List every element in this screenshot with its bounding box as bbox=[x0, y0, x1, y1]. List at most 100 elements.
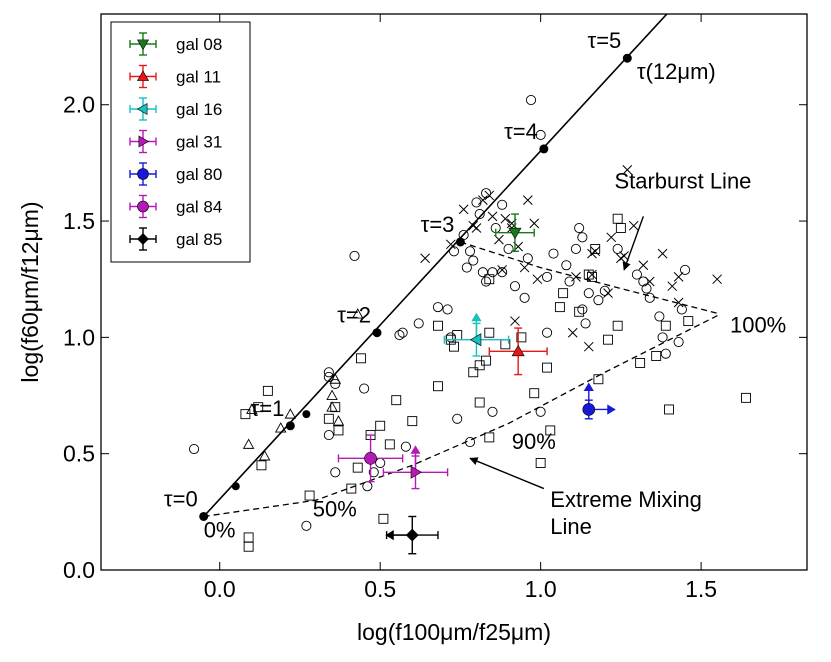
tau-dot bbox=[622, 53, 632, 63]
tau-dot bbox=[372, 328, 382, 338]
sample-cross bbox=[606, 232, 617, 243]
sample-square bbox=[256, 460, 267, 471]
galaxy-gal-84 bbox=[337, 434, 404, 483]
sample-square bbox=[603, 334, 613, 345]
callout-arrow-mixing bbox=[469, 457, 545, 490]
sample-square bbox=[660, 320, 671, 331]
legend-label: gal 16 bbox=[176, 100, 222, 119]
sample-square bbox=[612, 320, 623, 331]
legend-marker bbox=[137, 233, 149, 245]
y-tick-label: 0.0 bbox=[63, 557, 95, 583]
sample-triangle bbox=[284, 408, 297, 419]
sample-cross bbox=[712, 274, 722, 285]
sample-circle bbox=[442, 304, 453, 315]
sample-square bbox=[664, 404, 674, 415]
sample-triangle bbox=[326, 389, 338, 400]
sample-circle bbox=[519, 292, 530, 303]
sample-circle bbox=[468, 255, 479, 266]
sample-square bbox=[635, 358, 646, 368]
sample-circle bbox=[481, 276, 492, 287]
callout-text-mixing: Line bbox=[550, 514, 592, 539]
sample-circle bbox=[189, 443, 200, 455]
y-axis-title: log(f60μm/f12μm) bbox=[17, 201, 43, 382]
sample-cross bbox=[478, 195, 488, 205]
y-tick-label: 1.0 bbox=[63, 324, 95, 350]
sample-circle bbox=[542, 327, 553, 338]
galaxy-gal-08 bbox=[495, 213, 535, 252]
sample-circle bbox=[599, 285, 610, 296]
sample-cross bbox=[603, 288, 613, 299]
sample-square bbox=[352, 462, 363, 473]
legend-marker bbox=[137, 168, 149, 180]
sample-circle bbox=[461, 262, 472, 273]
sample-cross bbox=[673, 272, 684, 282]
sample-circle bbox=[577, 304, 588, 315]
sample-circle bbox=[561, 260, 572, 271]
sample-square bbox=[355, 353, 366, 364]
x-tick-label: 1.0 bbox=[525, 576, 557, 602]
sample-square bbox=[612, 213, 623, 224]
sample-square bbox=[529, 388, 540, 399]
sample-circle bbox=[330, 467, 341, 478]
legend-marker bbox=[136, 39, 150, 51]
sample-circle bbox=[660, 348, 671, 359]
galaxy-marker bbox=[469, 333, 482, 347]
sample-square bbox=[262, 385, 273, 396]
sample-square bbox=[484, 327, 495, 338]
sample-triangle bbox=[242, 438, 255, 449]
sample-circle bbox=[580, 318, 591, 329]
sample-cross bbox=[445, 239, 456, 250]
legend-label: gal 31 bbox=[176, 133, 222, 152]
sample-cross bbox=[616, 253, 626, 264]
sample-triangle bbox=[258, 450, 271, 461]
tau-dot bbox=[455, 237, 465, 247]
sample-square bbox=[583, 269, 594, 280]
legend: gal 08 gal 11 gal 16 gal 31 gal 80 gal 84 gal … bbox=[110, 21, 251, 263]
sample-square bbox=[593, 374, 604, 385]
sample-square bbox=[484, 274, 495, 285]
sample-circle bbox=[400, 441, 411, 452]
limit-arrowhead-right bbox=[607, 404, 616, 415]
galaxy-marker bbox=[508, 227, 522, 240]
legend-label: gal 84 bbox=[176, 198, 222, 217]
galaxy-marker bbox=[511, 344, 525, 357]
tau-dot bbox=[285, 421, 295, 431]
sample-circle bbox=[612, 243, 623, 255]
callout-text-mixing: Extreme Mixing bbox=[550, 487, 702, 512]
sample-circle bbox=[432, 302, 444, 313]
sample-circle bbox=[477, 267, 488, 278]
sample-square bbox=[542, 362, 553, 373]
sample-cross bbox=[583, 341, 594, 352]
sample-circle bbox=[574, 222, 585, 234]
sample-cross bbox=[567, 327, 578, 338]
sample-circle bbox=[509, 281, 521, 292]
sample-cross bbox=[420, 253, 430, 264]
sample-circle bbox=[644, 292, 655, 303]
sample-circle bbox=[359, 383, 370, 394]
sample-circle bbox=[323, 367, 334, 378]
sample-cross bbox=[497, 265, 507, 275]
sample-circle bbox=[445, 332, 456, 343]
legend-label: gal 08 bbox=[176, 35, 222, 54]
extreme-mixing-line bbox=[203, 313, 721, 518]
sample-circle bbox=[525, 95, 537, 106]
galaxy-gal-31 bbox=[382, 445, 449, 490]
sample-square bbox=[535, 458, 546, 468]
sample-circle bbox=[535, 406, 546, 417]
annotation-pct-90: 90% bbox=[512, 429, 556, 454]
sample-square bbox=[433, 320, 443, 331]
galaxy-marker bbox=[582, 403, 596, 416]
sample-circle bbox=[503, 243, 514, 255]
sample-cross bbox=[519, 262, 530, 273]
sample-cross bbox=[500, 213, 511, 224]
sample-circle bbox=[452, 413, 463, 424]
sample-circle bbox=[413, 318, 424, 329]
sample-square bbox=[545, 425, 556, 436]
sample-cross bbox=[638, 260, 649, 271]
x-axis-title: log(f100μm/f25μm) bbox=[357, 619, 551, 645]
callout-arrow-starburst bbox=[622, 216, 644, 271]
sample-circle bbox=[330, 378, 341, 389]
sample-circle bbox=[375, 457, 386, 469]
y-tick-label: 1.5 bbox=[63, 208, 95, 234]
galaxy-marker bbox=[405, 528, 419, 542]
